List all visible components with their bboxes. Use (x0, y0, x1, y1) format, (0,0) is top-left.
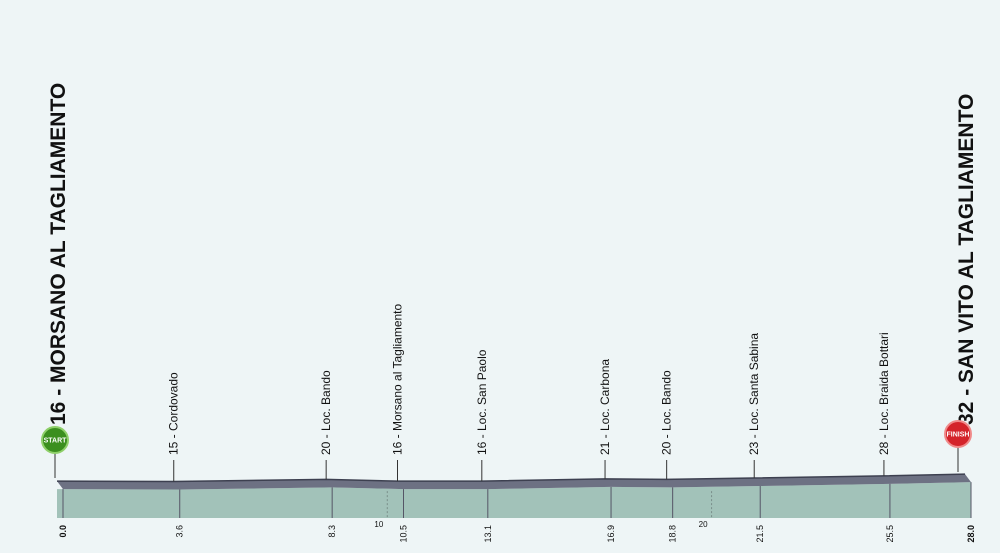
profile-line (56, 473, 966, 483)
x-tick-label: 13.1 (483, 525, 493, 543)
x-tick-label: 18.8 (668, 525, 678, 543)
waypoint-label: 28 - Loc. Braida Bottari (877, 332, 891, 455)
x-tick-label: 21.5 (755, 525, 765, 543)
x-tick-label: 0.0 (58, 525, 68, 538)
x-tick-label: 3.6 (175, 525, 185, 538)
waypoint-label: 20 - Loc. Bando (319, 370, 333, 455)
x-tick-label: 25.5 (885, 525, 895, 543)
waypoint-label: 21 - Loc. Carbona (598, 359, 612, 455)
start-text: START (44, 438, 68, 445)
minor-tick-label: 20 (699, 520, 708, 529)
endpoint-label: 16 - MORSANO AL TAGLIAMENTO (47, 83, 70, 425)
x-tick-label: 16.9 (606, 525, 616, 543)
endpoint-label: 32 - SAN VITO AL TAGLIAMENTO (955, 94, 978, 425)
waypoint-label: 15 - Cordovado (167, 372, 181, 455)
finish-text: FINISH (947, 432, 970, 439)
x-tick-label: 28.0 (966, 525, 976, 543)
finish-badge (944, 420, 972, 448)
waypoint-label: 16 - Loc. San Paolo (475, 349, 489, 455)
x-tick-label: 10.5 (399, 525, 409, 543)
waypoint-label: 20 - Loc. Bando (660, 370, 674, 455)
waypoint-label: 23 - Loc. Santa Sabina (747, 333, 761, 455)
profile-ground (57, 482, 971, 518)
x-tick-label: 8.3 (327, 525, 337, 538)
waypoint-label: 16 - Morsano al Tagliamento (391, 303, 405, 455)
profile-edge (57, 474, 971, 490)
start-badge (41, 426, 69, 454)
minor-tick-label: 10 (374, 520, 383, 529)
